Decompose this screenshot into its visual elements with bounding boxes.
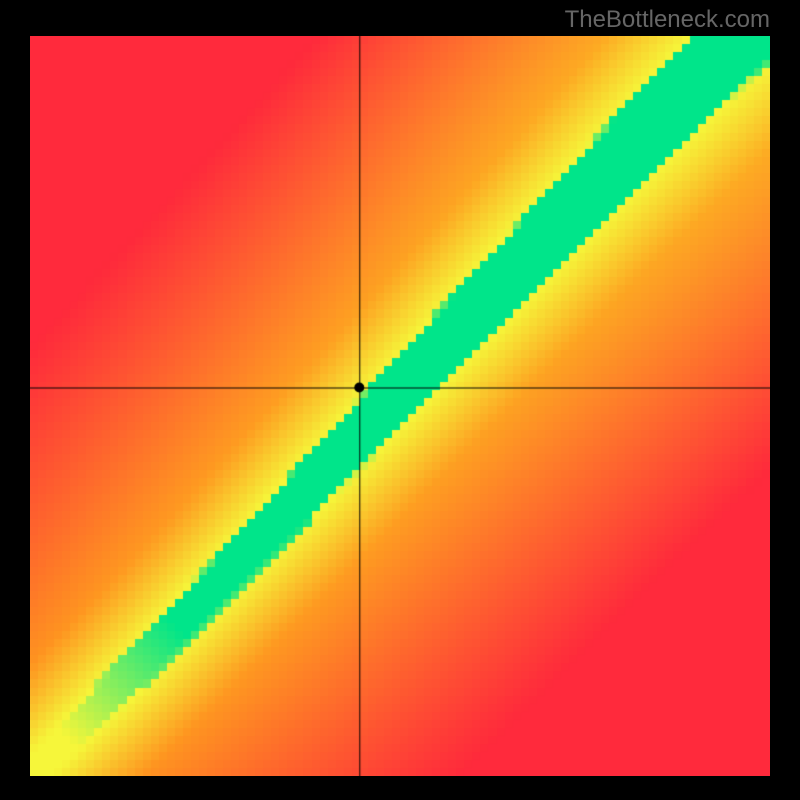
watermark-text: TheBottleneck.com <box>565 6 770 34</box>
bottleneck-heatmap <box>30 36 770 776</box>
chart-container: TheBottleneck.com <box>0 0 800 800</box>
